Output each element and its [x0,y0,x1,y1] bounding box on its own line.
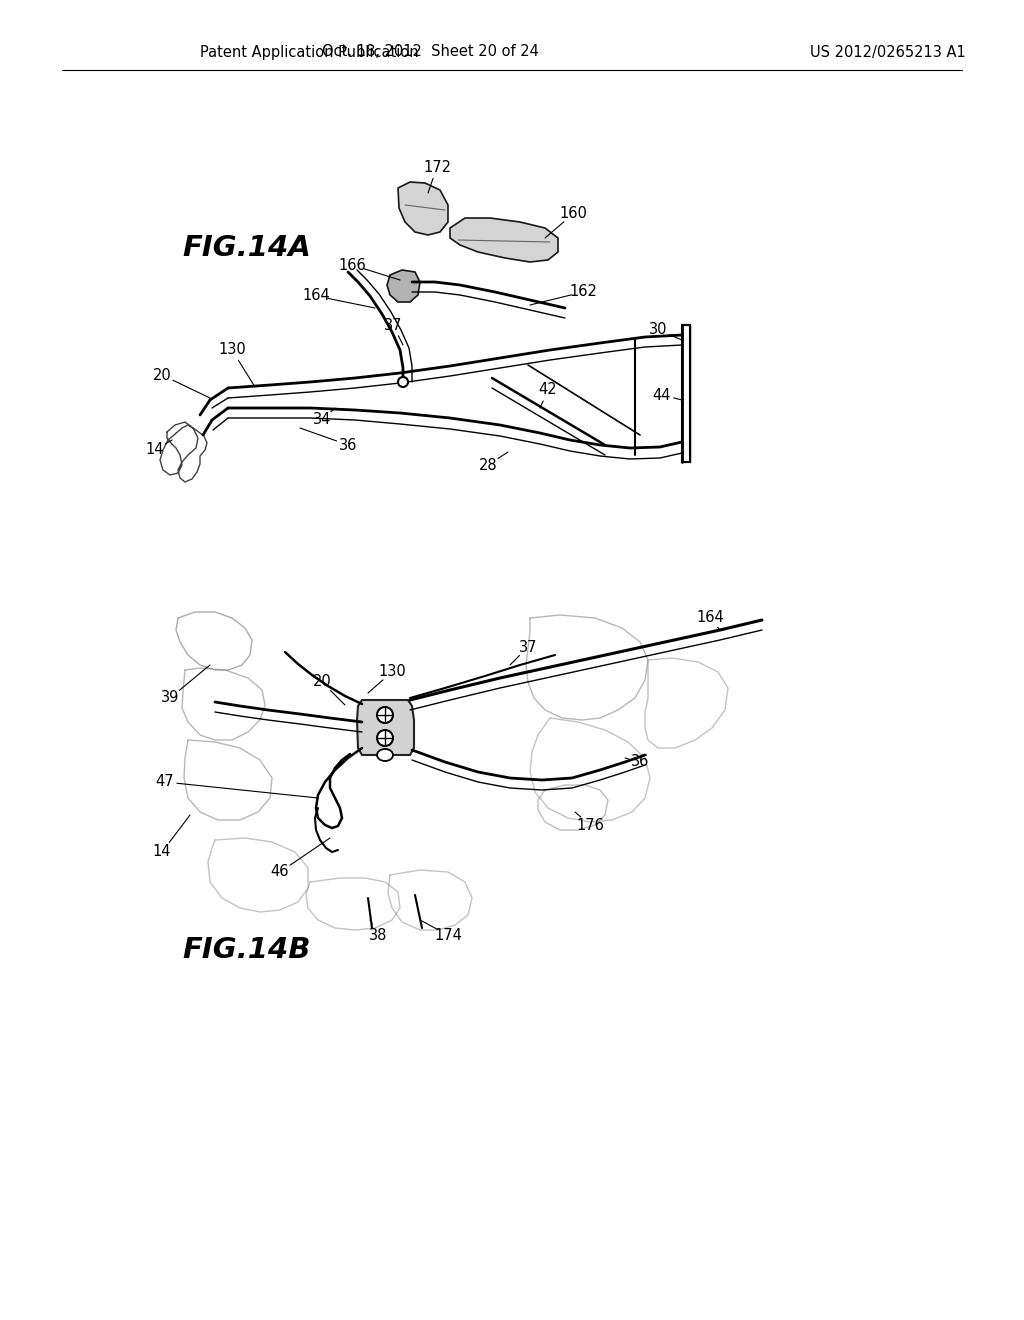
Text: 46: 46 [270,865,289,879]
Text: 130: 130 [218,342,246,358]
Polygon shape [682,325,690,462]
Text: 36: 36 [339,437,357,453]
Polygon shape [450,218,558,261]
Text: 160: 160 [559,206,587,222]
Text: 162: 162 [569,285,597,300]
Text: 44: 44 [652,388,672,403]
Text: 172: 172 [423,160,451,174]
Text: Patent Application Publication: Patent Application Publication [200,45,419,59]
Text: 39: 39 [161,690,179,705]
Circle shape [398,378,408,387]
Polygon shape [398,182,449,235]
Text: Oct. 18, 2012  Sheet 20 of 24: Oct. 18, 2012 Sheet 20 of 24 [322,45,539,59]
Text: 28: 28 [478,458,498,473]
Text: 164: 164 [302,289,330,304]
Circle shape [377,708,393,723]
Text: 20: 20 [153,367,171,383]
Text: 164: 164 [696,610,724,626]
Text: FIG.14A: FIG.14A [182,234,310,261]
Text: 34: 34 [312,412,331,428]
Text: 166: 166 [338,257,366,272]
Text: 47: 47 [156,775,174,789]
Text: 30: 30 [649,322,668,338]
Text: 174: 174 [434,928,462,942]
Text: 130: 130 [378,664,406,680]
Text: 38: 38 [369,928,387,942]
Polygon shape [387,271,420,302]
Text: 176: 176 [577,817,604,833]
Text: 20: 20 [312,675,332,689]
Text: 14: 14 [145,442,164,458]
Text: US 2012/0265213 A1: US 2012/0265213 A1 [810,45,966,59]
Ellipse shape [377,748,393,762]
Text: 37: 37 [384,318,402,333]
Polygon shape [357,700,414,755]
Text: 14: 14 [153,845,171,859]
Circle shape [377,730,393,746]
Text: FIG.14B: FIG.14B [182,936,310,964]
Text: 42: 42 [539,383,557,397]
Text: 36: 36 [631,755,649,770]
Text: 37: 37 [519,639,538,655]
